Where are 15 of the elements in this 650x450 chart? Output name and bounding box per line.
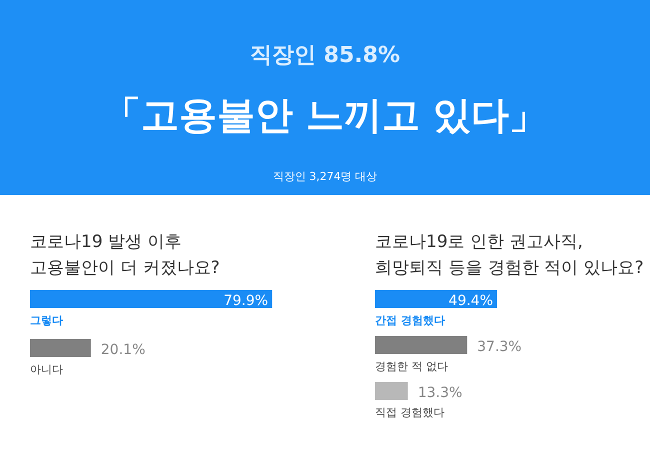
chart-title: 코로나19로 인한 권고사직, 희망퇴직 등을 경험한 적이 있나요? — [375, 232, 644, 278]
y-tick-label: 아니다 — [30, 363, 63, 376]
y-tick-label: 간접 경험했다 — [375, 314, 445, 327]
y-tick-label: 경험한 적 없다 — [375, 360, 448, 373]
text: 직장인 3,274명 대상 — [272, 170, 378, 183]
data-label: 37.3% — [477, 339, 522, 355]
text: 직장인 85.8% — [250, 43, 400, 68]
text: 「고용불안 느끼고 있다」 — [102, 93, 548, 137]
data-label: 79.9% — [224, 293, 268, 309]
data-label: 49.4% — [448, 293, 494, 309]
data-label: 13.3% — [418, 385, 462, 401]
chart-title: 코로나19 발생 이후 고용불안이 더 커졌나요? — [30, 232, 220, 278]
y-tick-label: 그렇다 — [30, 314, 63, 327]
y-tick-label: 직접 경험했다 — [375, 406, 444, 419]
data-label: 20.1% — [100, 342, 146, 358]
